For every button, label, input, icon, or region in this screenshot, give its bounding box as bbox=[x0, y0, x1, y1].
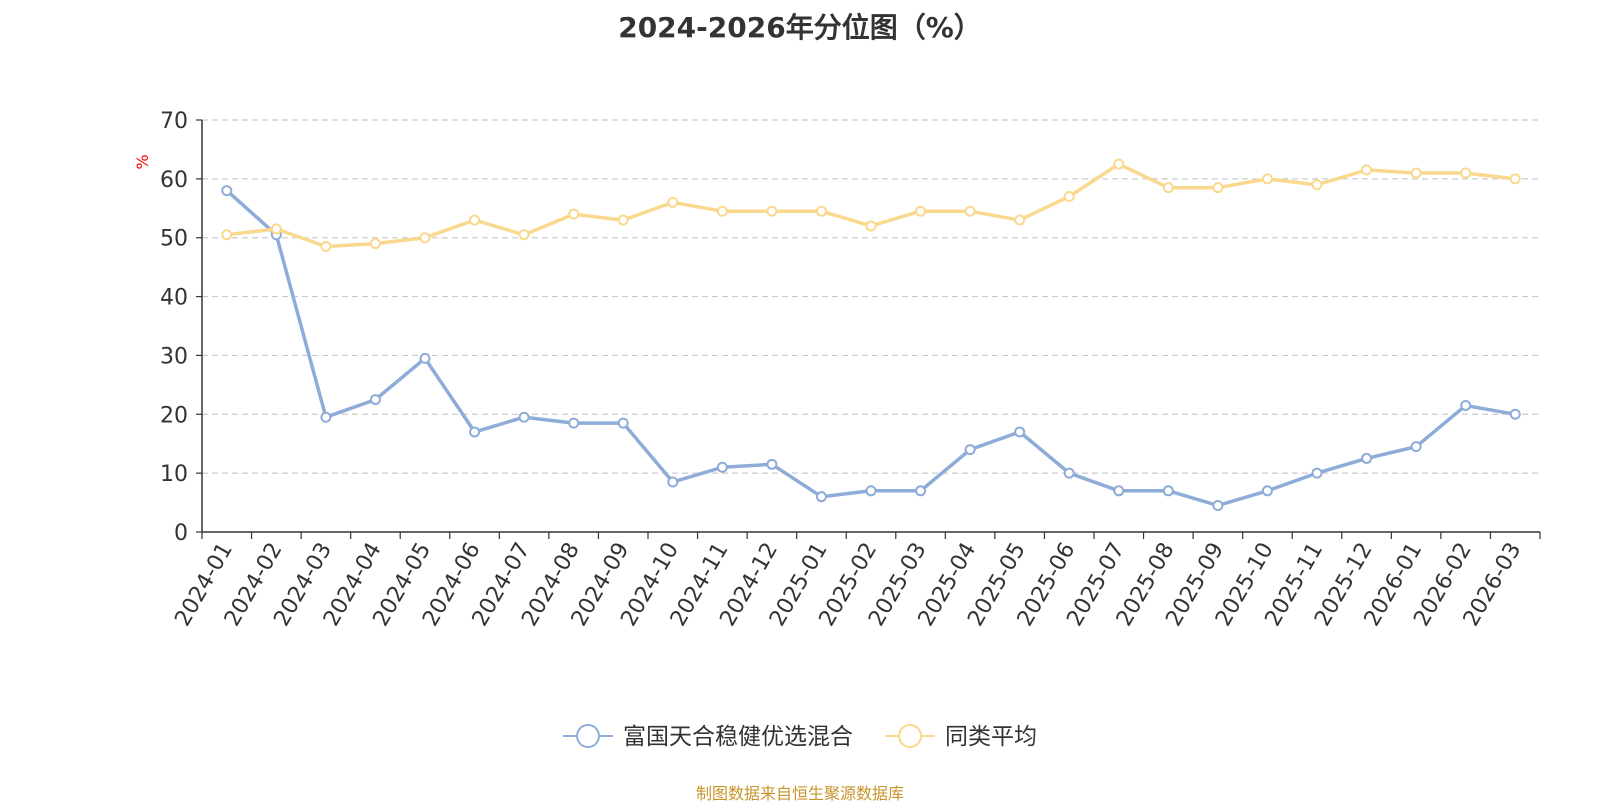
data-point bbox=[1261, 173, 1273, 185]
data-point bbox=[1162, 182, 1174, 194]
data-point bbox=[1460, 167, 1472, 179]
data-point bbox=[1261, 485, 1273, 497]
data-point bbox=[369, 394, 381, 406]
data-point bbox=[1509, 173, 1521, 185]
legend-marker-0 bbox=[576, 724, 600, 748]
data-point bbox=[667, 196, 679, 208]
x-tick-labels: 2024-012024-022024-032024-042024-052024-… bbox=[170, 539, 1526, 631]
legend-marker-1 bbox=[898, 724, 922, 748]
data-point bbox=[518, 411, 530, 423]
data-point bbox=[716, 461, 728, 473]
legend-label-0: 富国天合稳健优选混合 bbox=[623, 724, 853, 750]
data-point bbox=[1509, 408, 1521, 420]
data-point bbox=[1460, 399, 1472, 411]
y-tick-label: 30 bbox=[160, 344, 188, 369]
grid-lines bbox=[202, 119, 1540, 474]
legend-label-1: 同类平均 bbox=[945, 724, 1037, 750]
y-tick-label: 70 bbox=[160, 109, 188, 134]
data-point bbox=[1410, 441, 1422, 453]
series-lines bbox=[221, 158, 1521, 512]
data-point bbox=[617, 214, 629, 226]
data-point bbox=[865, 220, 877, 232]
data-point bbox=[419, 232, 431, 244]
data-point bbox=[469, 214, 481, 226]
data-point bbox=[1113, 158, 1125, 170]
y-axis-label: % bbox=[133, 154, 152, 169]
data-point bbox=[1410, 167, 1422, 179]
data-point bbox=[1014, 214, 1026, 226]
data-point bbox=[766, 458, 778, 470]
y-tick-label: 40 bbox=[160, 286, 188, 311]
data-point bbox=[221, 185, 233, 197]
data-point bbox=[1311, 179, 1323, 191]
data-point bbox=[1162, 485, 1174, 497]
data-point bbox=[1311, 467, 1323, 479]
data-point bbox=[469, 426, 481, 438]
data-point bbox=[964, 444, 976, 456]
series-line-1 bbox=[226, 162, 1516, 249]
data-point bbox=[320, 411, 332, 423]
data-point bbox=[568, 417, 580, 429]
data-point bbox=[915, 205, 927, 217]
y-tick-label: 60 bbox=[160, 168, 188, 193]
data-point bbox=[1212, 500, 1224, 512]
data-point bbox=[1063, 191, 1075, 203]
y-tick-label: 50 bbox=[160, 227, 188, 252]
data-point bbox=[1361, 452, 1373, 464]
y-tick-label: 10 bbox=[160, 462, 188, 487]
data-point bbox=[964, 205, 976, 217]
source-note: 制图数据来自恒生聚源数据库 bbox=[695, 784, 904, 803]
data-point bbox=[667, 476, 679, 488]
y-tick-label: 20 bbox=[160, 403, 188, 428]
axes: % bbox=[133, 119, 1541, 539]
data-point bbox=[815, 205, 827, 217]
data-point bbox=[270, 223, 282, 235]
data-point bbox=[815, 491, 827, 503]
y-tick-labels: 0 10 20 30 40 50 60 70 bbox=[160, 109, 188, 546]
data-point bbox=[221, 229, 233, 241]
data-point bbox=[320, 241, 332, 253]
data-point bbox=[915, 485, 927, 497]
data-point bbox=[568, 208, 580, 220]
data-point bbox=[1212, 182, 1224, 194]
data-point bbox=[518, 229, 530, 241]
data-point bbox=[865, 485, 877, 497]
data-point bbox=[716, 205, 728, 217]
data-point bbox=[766, 205, 778, 217]
data-point bbox=[419, 352, 431, 364]
legend: 富国天合稳健优选混合 同类平均 bbox=[563, 724, 1037, 750]
data-point bbox=[617, 417, 629, 429]
data-point bbox=[1113, 485, 1125, 497]
data-point bbox=[1063, 467, 1075, 479]
data-point bbox=[369, 238, 381, 250]
data-point bbox=[1014, 426, 1026, 438]
chart-title: 2024-2026年分位图（%） bbox=[618, 11, 982, 44]
y-tick-label: 0 bbox=[174, 521, 188, 546]
data-point bbox=[1361, 164, 1373, 176]
